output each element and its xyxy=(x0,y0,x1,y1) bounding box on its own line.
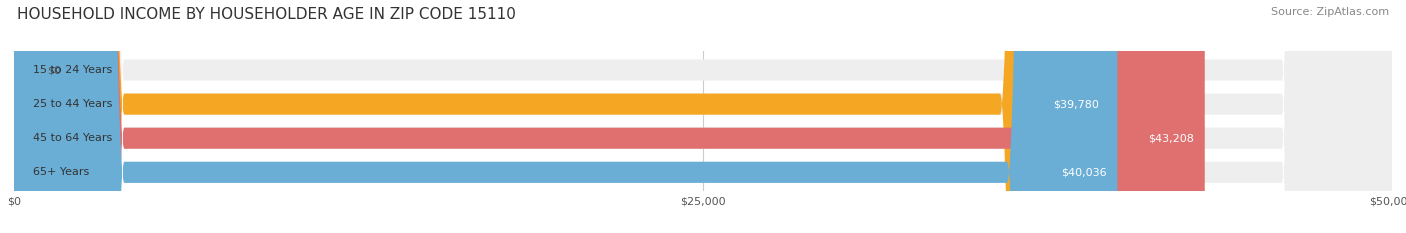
Text: Source: ZipAtlas.com: Source: ZipAtlas.com xyxy=(1271,7,1389,17)
Text: $0: $0 xyxy=(48,65,60,75)
FancyBboxPatch shape xyxy=(14,0,1392,233)
Text: $40,036: $40,036 xyxy=(1060,167,1107,177)
FancyBboxPatch shape xyxy=(14,0,1392,233)
Text: 65+ Years: 65+ Years xyxy=(34,167,90,177)
FancyBboxPatch shape xyxy=(14,0,1111,233)
FancyBboxPatch shape xyxy=(14,0,1205,233)
Text: 45 to 64 Years: 45 to 64 Years xyxy=(34,133,112,143)
FancyBboxPatch shape xyxy=(14,0,1118,233)
FancyBboxPatch shape xyxy=(14,0,1392,233)
Text: $39,780: $39,780 xyxy=(1053,99,1099,109)
Text: 25 to 44 Years: 25 to 44 Years xyxy=(34,99,112,109)
Text: $43,208: $43,208 xyxy=(1147,133,1194,143)
Text: 15 to 24 Years: 15 to 24 Years xyxy=(34,65,112,75)
FancyBboxPatch shape xyxy=(14,0,1392,233)
Text: HOUSEHOLD INCOME BY HOUSEHOLDER AGE IN ZIP CODE 15110: HOUSEHOLD INCOME BY HOUSEHOLDER AGE IN Z… xyxy=(17,7,516,22)
